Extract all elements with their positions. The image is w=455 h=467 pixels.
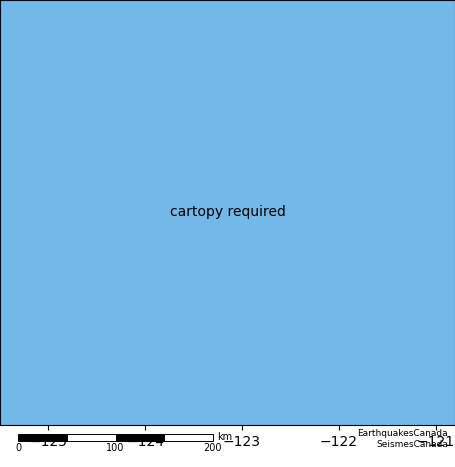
Bar <box>164 434 213 441</box>
Bar <box>67 434 116 441</box>
Text: 0: 0 <box>15 443 21 453</box>
Text: km: km <box>217 432 232 442</box>
Text: EarthquakesCanada
SeismesCanada: EarthquakesCanada SeismesCanada <box>357 429 448 449</box>
Text: 200: 200 <box>204 443 222 453</box>
Bar <box>116 434 164 441</box>
Bar <box>18 434 67 441</box>
Text: cartopy required: cartopy required <box>170 205 285 219</box>
Text: 100: 100 <box>106 443 125 453</box>
